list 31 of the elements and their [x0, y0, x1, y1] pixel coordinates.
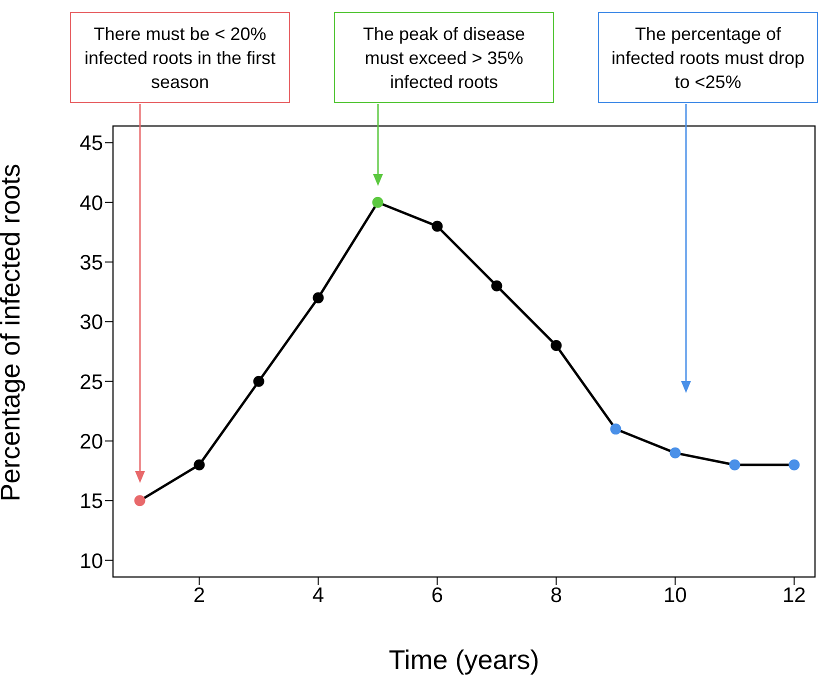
point: [372, 196, 384, 208]
point: [729, 459, 740, 470]
point: [491, 280, 502, 292]
point: [312, 292, 324, 304]
x-tick-label: 8: [550, 584, 562, 607]
callout-box: The percentage of infected roots must drop to <25%: [598, 12, 818, 103]
y-tick-label: 20: [80, 430, 103, 454]
y-tick-label: 35: [80, 251, 103, 274]
point: [194, 459, 205, 470]
point: [670, 447, 681, 458]
y-tick-label: 15: [80, 490, 103, 514]
callout-box: There must be < 20% infected roots in the first season: [70, 12, 290, 103]
point: [610, 424, 622, 435]
x-tick-label: 6: [431, 584, 444, 607]
point: [788, 459, 800, 470]
y-tick-label: 45: [80, 132, 103, 156]
callout-box: The peak of disease must exceed > 35% infected roots: [334, 12, 554, 103]
x-axis-title: Time (years): [388, 645, 540, 675]
y-tick-label: 30: [80, 311, 103, 334]
y-tick-label: 25: [80, 370, 103, 394]
point: [134, 495, 146, 506]
point: [432, 220, 443, 232]
point: [550, 340, 562, 352]
x-tick-label: 10: [664, 584, 687, 607]
y-axis-title: Percentage of infected roots: [0, 164, 26, 502]
x-tick-label: 2: [193, 584, 206, 607]
x-tick-label: 4: [312, 584, 324, 607]
point: [253, 376, 264, 387]
y-tick-label: 40: [80, 192, 103, 215]
y-tick-label: 10: [80, 550, 103, 573]
x-tick-label: 12: [782, 584, 806, 607]
